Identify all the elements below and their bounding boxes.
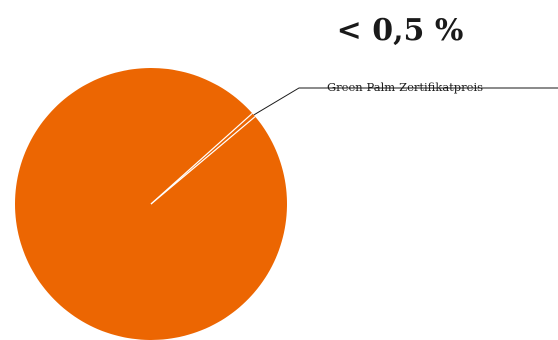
slice-separators — [150, 112, 256, 205]
slice-name-label: Green-Palm-Zertifikatpreis — [327, 80, 483, 94]
slice-value-label: < 0,5 % — [337, 13, 464, 48]
slice-separator — [150, 116, 256, 205]
leader-line — [253, 87, 558, 116]
slice-separator — [150, 112, 253, 205]
